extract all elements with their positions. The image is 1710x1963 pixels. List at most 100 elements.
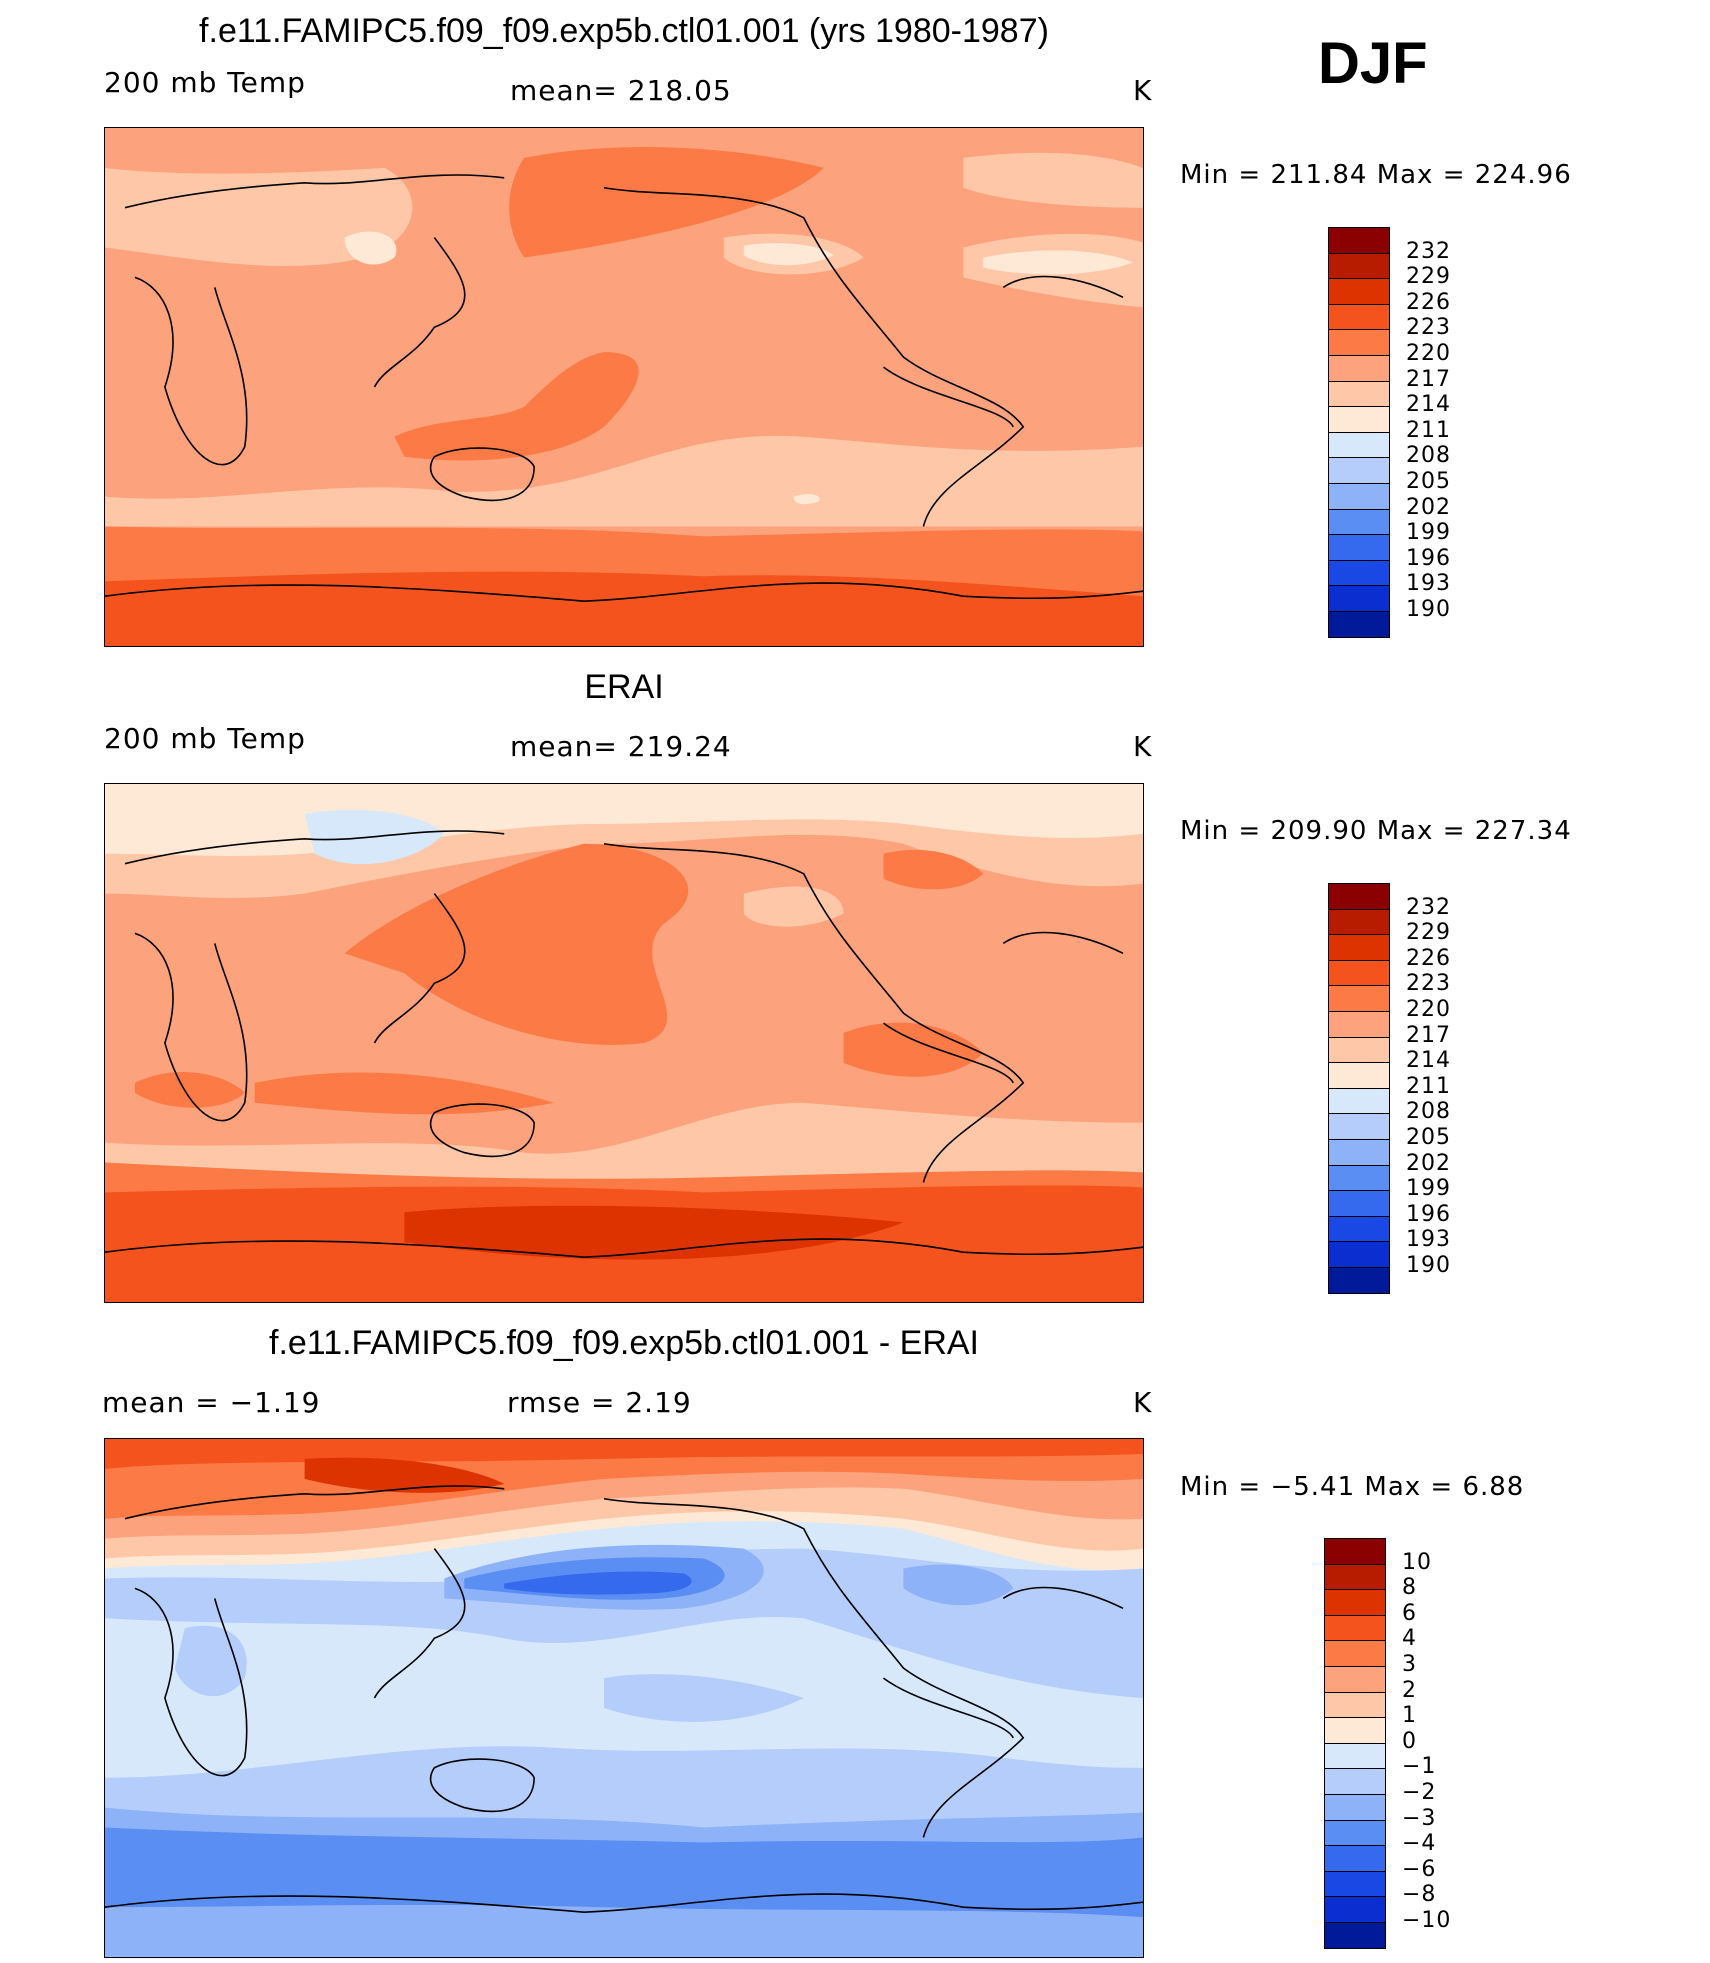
colorbar-tick-label: 202	[1406, 1150, 1451, 1176]
colorbar-tick-label: 226	[1406, 289, 1451, 315]
colorbar-swatch	[1324, 1614, 1386, 1642]
contour-band	[174, 1625, 247, 1697]
colorbar-swatch	[1328, 883, 1390, 910]
colorbar-swatch	[1328, 1011, 1390, 1038]
colorbar-swatch	[1328, 1139, 1390, 1166]
colorbar-tick-label: 205	[1406, 1125, 1451, 1150]
colorbar-tick-label: 232	[1406, 238, 1451, 264]
colorbar-tick-label: −1	[1402, 1754, 1437, 1780]
colorbar-tick-label: −10	[1402, 1908, 1452, 1933]
colorbar-swatch	[1324, 1640, 1386, 1667]
contour-band	[604, 1674, 804, 1722]
colorbar-swatch	[1324, 1563, 1386, 1591]
colorbar-tick-label: 208	[1406, 1099, 1451, 1125]
colorbar-swatch	[1328, 483, 1390, 510]
colorbar-swatch	[1328, 355, 1390, 382]
colorbar-tick-label: 10	[1402, 1549, 1432, 1575]
colorbar-swatch	[1328, 1267, 1390, 1294]
colorbar-swatch	[1324, 1666, 1386, 1693]
colorbar-swatch	[1328, 959, 1390, 987]
colorbar-tick-label: 199	[1406, 1176, 1451, 1202]
panel-variable-label: 200 mb Temp	[104, 722, 306, 755]
season-label: DJF	[1318, 31, 1428, 96]
contour-band	[105, 1548, 1143, 1698]
colorbar-swatch	[1328, 508, 1390, 536]
contour-band	[304, 1457, 505, 1493]
contour-band	[963, 152, 1143, 208]
contour-band	[394, 352, 639, 461]
colorbar-swatch	[1328, 559, 1390, 587]
colorbar-tick-label: 190	[1406, 1253, 1451, 1278]
colorbar-tick-label: 229	[1406, 920, 1451, 946]
colorbar-swatch	[1328, 611, 1390, 638]
panel-title: ERAI	[584, 668, 664, 706]
colorbar-swatch	[1328, 908, 1390, 936]
panel-minmax-label: Min = −5.41 Max = 6.88	[1180, 1472, 1525, 1502]
contour-band	[504, 1571, 692, 1595]
colorbar-swatch	[1328, 227, 1390, 254]
colorbar-tick-label: 196	[1406, 545, 1451, 571]
panel-minmax-label: Min = 209.90 Max = 227.34	[1180, 816, 1572, 846]
contour-band	[743, 243, 834, 266]
panel-mean-label: mean= 218.05	[510, 74, 732, 107]
panel-units-label: K	[1133, 74, 1153, 107]
colorbar-tick-label: 223	[1406, 971, 1451, 997]
colorbar-swatch	[1328, 303, 1390, 331]
colorbar-tick-label: 193	[1406, 571, 1451, 597]
panel-variable-label: 200 mb Temp	[104, 66, 306, 99]
colorbar-tick-label: 220	[1406, 341, 1451, 366]
colorbar-swatch	[1324, 1845, 1386, 1872]
coastline	[105, 830, 1143, 1258]
contour-band	[105, 435, 1143, 527]
colorbar-tick-label: 199	[1406, 520, 1451, 546]
colorbar-swatch	[1328, 278, 1390, 305]
colorbar-tick-label: 211	[1406, 417, 1451, 443]
contour-band	[344, 231, 397, 265]
colorbar-tick-label: −4	[1402, 1831, 1437, 1857]
colorbar-tick-label: 217	[1406, 366, 1451, 392]
panel-units-label: K	[1133, 730, 1153, 763]
colorbar-tick-label: 226	[1406, 945, 1451, 971]
colorbar-swatch	[1324, 1922, 1386, 1949]
colorbar-swatch	[1324, 1794, 1386, 1821]
map-panel-model	[104, 127, 1144, 647]
contour-band	[404, 1205, 904, 1260]
colorbar-tick-label: 217	[1406, 1022, 1451, 1048]
colorbar-swatch	[1328, 1190, 1390, 1217]
colorbar-swatch	[1328, 431, 1390, 459]
colorbar-swatch	[1328, 985, 1390, 1012]
colorbar-tick-label: 220	[1406, 997, 1451, 1022]
coastline	[105, 1485, 1143, 1913]
panel-title: f.e11.FAMIPC5.f09_f09.exp5b.ctl01.001 - …	[269, 1324, 979, 1362]
contour-band	[883, 849, 984, 890]
contour-band	[105, 1102, 1143, 1183]
colorbar-swatch	[1328, 1036, 1390, 1064]
contour-band	[903, 1564, 1014, 1606]
colorbar-tick-label: 202	[1406, 494, 1451, 520]
contour-band	[105, 1827, 1143, 1918]
colorbar-tick-label: 8	[1402, 1575, 1417, 1601]
colorbar-tick-label: −8	[1402, 1882, 1437, 1908]
contour-band	[743, 886, 844, 927]
colorbar-tick-label: 214	[1406, 1048, 1451, 1074]
contour-band	[509, 147, 824, 258]
panel-minmax-label: Min = 211.84 Max = 224.96	[1180, 160, 1572, 190]
map-svg	[105, 1439, 1143, 1957]
colorbar-swatch	[1328, 585, 1390, 612]
colorbar-swatch	[1328, 1164, 1390, 1192]
contour-band	[105, 571, 1143, 646]
contour-band	[983, 250, 1134, 275]
colorbar-tick-label: 3	[1402, 1652, 1417, 1677]
colorbar-swatch	[1328, 534, 1390, 561]
colorbar-tick-label: −2	[1402, 1780, 1437, 1805]
panel-mean-label: mean = −1.19	[102, 1386, 321, 1419]
colorbar-tick-label: 193	[1406, 1227, 1451, 1253]
panel-mean-label: mean= 219.24	[510, 730, 732, 763]
panel-units-label: K	[1133, 1386, 1153, 1419]
colorbar-tick-label: 208	[1406, 443, 1451, 469]
colorbar-swatch	[1328, 406, 1390, 433]
colorbar-swatch	[1324, 1896, 1386, 1923]
colorbar-swatch	[1328, 1087, 1390, 1115]
colorbar-tick-label: 211	[1406, 1073, 1451, 1099]
colorbar-swatch	[1324, 1691, 1386, 1719]
